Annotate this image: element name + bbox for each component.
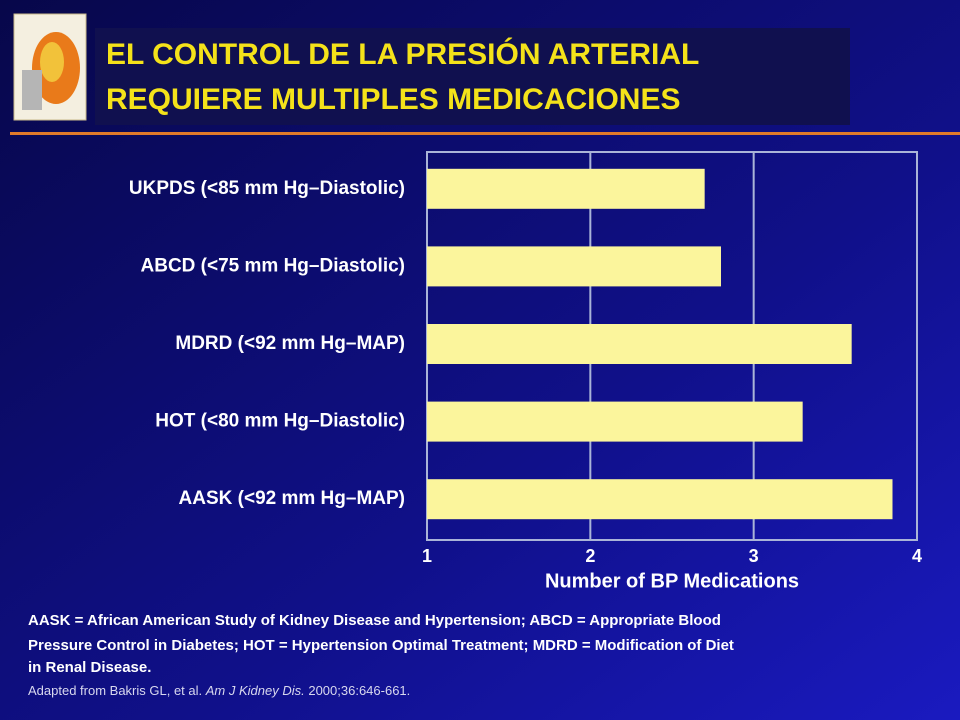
source-text: Adapted from Bakris GL, et al.	[28, 683, 206, 698]
divider	[10, 132, 960, 135]
x-tick-label: 2	[585, 546, 595, 566]
bar	[427, 168, 705, 209]
x-tick-label: 4	[912, 546, 922, 566]
logo	[13, 13, 87, 121]
y-tick-label: UKPDS (<85 mm Hg–Diastolic)	[129, 178, 405, 199]
footnote: in Renal Disease.	[28, 659, 151, 676]
x-axis-label: Number of BP Medications	[545, 570, 799, 592]
x-tick-label: 3	[749, 546, 759, 566]
source: Adapted from Bakris GL, et al. Am J Kidn…	[28, 683, 410, 698]
x-tick-label: 1	[422, 546, 432, 566]
y-tick-label: AASK (<92 mm Hg–MAP)	[179, 488, 405, 509]
title: REQUIERE MULTIPLES MEDICACIONES	[106, 83, 680, 116]
bar	[427, 401, 803, 442]
title: EL CONTROL DE LA PRESIÓN ARTERIAL	[106, 37, 699, 71]
bar	[427, 246, 721, 287]
y-tick-label: HOT (<80 mm Hg–Diastolic)	[155, 411, 405, 432]
footnote: AASK = African American Study of Kidney …	[28, 612, 721, 629]
footnote: Pressure Control in Diabetes; HOT = Hype…	[28, 637, 734, 654]
bar	[427, 324, 852, 364]
source-text: 2000;36:646-661.	[305, 683, 411, 698]
source-journal: Am J Kidney Dis.	[205, 683, 305, 698]
y-tick-label: MDRD (<92 mm Hg–MAP)	[175, 333, 405, 354]
bar	[427, 479, 893, 520]
y-tick-label: ABCD (<75 mm Hg–Diastolic)	[141, 255, 405, 276]
title-box	[95, 28, 850, 125]
